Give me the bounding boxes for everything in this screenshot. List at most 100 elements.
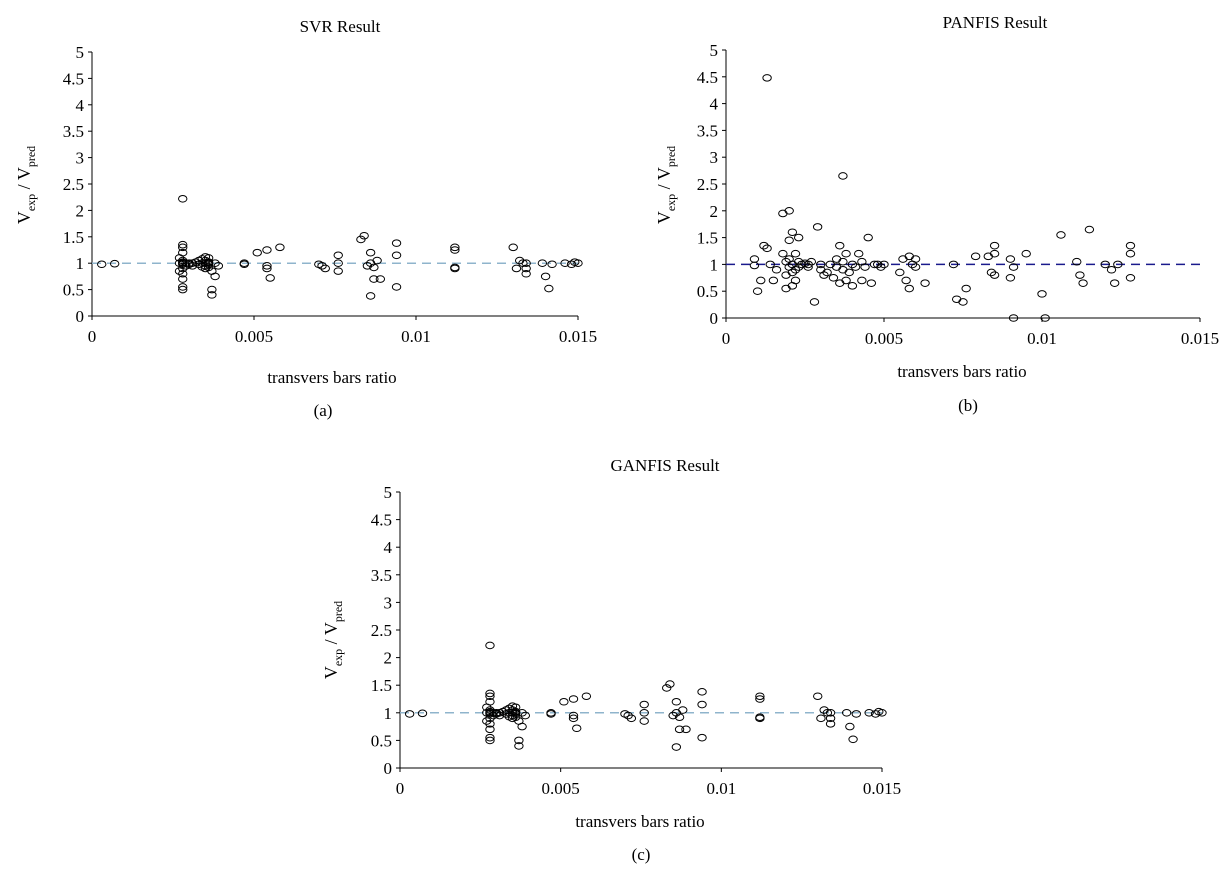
data-point (681, 725, 691, 734)
data-point (793, 257, 804, 266)
data-point (450, 243, 460, 252)
data-point (547, 260, 557, 269)
data-point (697, 688, 707, 696)
data-point (581, 692, 592, 701)
chart-title: SVR Result (300, 17, 381, 36)
y-label-sep: / (321, 635, 341, 649)
data-point (1125, 249, 1136, 258)
data-point (568, 714, 579, 723)
panel-caption: (b) (958, 396, 978, 415)
data-point (514, 736, 524, 745)
data-point (813, 692, 823, 701)
y-label-v2: V (321, 622, 341, 635)
data-point (778, 249, 788, 258)
data-point (847, 260, 858, 269)
y-label-sub2: pred (331, 601, 345, 622)
data-point (674, 713, 685, 722)
data-point (639, 709, 649, 717)
data-point (872, 260, 883, 269)
x-tick-label: 0.005 (542, 779, 580, 798)
y-label-sub1: exp (664, 194, 678, 211)
data-point (845, 722, 855, 731)
y-tick-label: 1 (710, 255, 719, 274)
data-point (391, 239, 402, 247)
data-point (1106, 265, 1117, 274)
data-point (203, 254, 214, 262)
data-point (174, 267, 185, 275)
data-point (898, 255, 908, 263)
data-point (910, 255, 921, 263)
data-point (674, 725, 685, 734)
data-point (485, 736, 495, 745)
panel-caption: (a) (314, 401, 333, 420)
data-point (759, 241, 769, 250)
data-point (333, 251, 343, 260)
data-point (847, 282, 858, 290)
x-tick-label: 0 (88, 327, 97, 346)
y-tick-label: 0.5 (63, 281, 84, 300)
data-point (417, 709, 428, 718)
data-point (790, 265, 801, 274)
data-point (1021, 249, 1031, 258)
data-point (819, 271, 829, 279)
data-point (851, 710, 861, 718)
data-point (787, 268, 798, 277)
data-point (1040, 314, 1050, 322)
data-point (1072, 257, 1082, 266)
y-axis-label-text: Vexp / Vpred (321, 601, 345, 679)
data-point (755, 713, 765, 722)
data-point (560, 259, 570, 268)
data-point (1056, 231, 1066, 239)
y-label-sub1: exp (331, 649, 345, 666)
data-point (838, 172, 848, 180)
data-point (835, 241, 845, 250)
data-point (781, 271, 791, 279)
data-point (816, 714, 826, 723)
y-tick-label: 4 (384, 538, 393, 557)
data-point (762, 74, 772, 82)
data-point (784, 207, 794, 215)
y-tick-label: 2 (710, 202, 719, 221)
y-axis-label-text: Vexp / Vpred (654, 146, 678, 224)
y-tick-label: 2.5 (697, 175, 718, 194)
x-tick-label: 0 (722, 329, 731, 348)
data-point (1125, 274, 1136, 282)
y-label-v1: V (654, 211, 674, 224)
y-tick-label: 3.5 (697, 121, 718, 140)
data-point (239, 259, 249, 268)
y-tick-label: 0 (76, 307, 85, 326)
data-point (749, 261, 760, 270)
y-tick-label: 4 (76, 96, 85, 115)
data-point (1008, 263, 1019, 271)
data-point (566, 260, 577, 269)
chart-ganfis: GANFIS Result Vexp / Vpred 0 0.5 1 1.5 2 2.5 3… (321, 456, 901, 864)
y-tick-label: 3 (384, 593, 393, 612)
y-tick-label: 0.5 (371, 731, 392, 750)
data-point (262, 264, 272, 273)
data-point (793, 233, 804, 242)
y-label-sub1: exp (24, 194, 38, 211)
data-point (665, 680, 675, 688)
data-point (333, 267, 343, 275)
y-tick-label: 0.5 (697, 282, 718, 301)
x-tick-label: 0.015 (1181, 329, 1219, 348)
data-point (790, 276, 801, 285)
chart-title: GANFIS Result (610, 456, 719, 475)
data-point (816, 260, 826, 269)
data-point (252, 248, 262, 257)
y-tick-label: 1.5 (371, 676, 392, 695)
data-point (835, 279, 845, 287)
data-point (1113, 260, 1123, 269)
data-point (369, 275, 379, 283)
data-point (485, 720, 495, 728)
data-point (755, 695, 765, 703)
y-tick-label: 3 (76, 149, 85, 168)
data-point (559, 697, 569, 706)
data-point (831, 255, 842, 263)
y-label-sub2: pred (24, 146, 38, 167)
data-point (958, 298, 968, 306)
y-tick-label: 3.5 (371, 566, 392, 585)
data-point (841, 249, 851, 258)
x-tick-label: 0.01 (1027, 329, 1057, 348)
data-point (806, 257, 817, 266)
